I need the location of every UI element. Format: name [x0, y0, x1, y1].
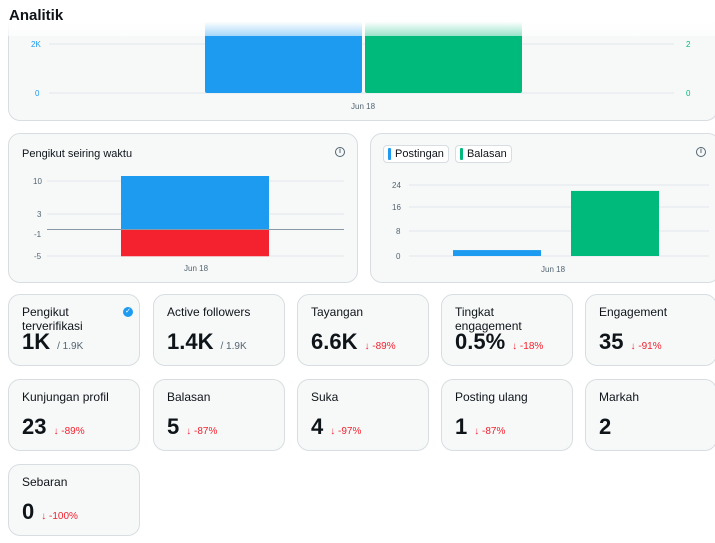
- y-tick: 16: [392, 203, 401, 212]
- stat-label: Engagement: [599, 305, 668, 319]
- stat-value: 35: [599, 329, 624, 354]
- stat-value-row: 0.5% ↓ -18%: [455, 329, 543, 355]
- stat-label: Balasan: [167, 390, 211, 404]
- stat-value-row: 4 ↓ -97%: [311, 414, 361, 440]
- stat-label: Pengikut terverifikasi: [22, 305, 83, 333]
- stat-label: Sebaran: [22, 475, 68, 489]
- stat-change: ↓ -91%: [630, 341, 662, 352]
- stat-value-row: 0 ↓ -100%: [22, 499, 78, 525]
- stat-card[interactable]: Tayangan 6.6K ↓ -89%: [297, 294, 429, 366]
- stat-change: ↓ -100%: [41, 511, 78, 522]
- legend-label: Postingan: [395, 148, 444, 160]
- legend-postingan[interactable]: Postingan: [383, 145, 449, 163]
- posts-replies-chart-card: Postingan Balasan i 24 16 8 0 Jun 18: [370, 133, 715, 283]
- x-tick: Jun 18: [351, 102, 376, 111]
- y-tick-left: 2K: [31, 40, 41, 49]
- chart-legend: Postingan Balasan: [383, 145, 512, 163]
- stat-value: 1.4K: [167, 329, 214, 354]
- stat-value: 1: [455, 414, 468, 439]
- stat-value-row: 23 ↓ -89%: [22, 414, 85, 440]
- legend-swatch: [388, 148, 391, 160]
- impressions-chart-card: 2K 0 2 0 Jun 18: [8, 20, 715, 121]
- impressions-chart: 2K 0 2 0 Jun 18: [31, 20, 691, 111]
- legend-swatch: [459, 148, 463, 160]
- y-tick: 0: [396, 252, 401, 261]
- stat-card[interactable]: Engagement 35 ↓ -91%: [585, 294, 715, 366]
- stat-label: Kunjungan profil: [22, 390, 109, 404]
- stat-total: / 1.9K: [220, 341, 247, 352]
- y-tick: 3: [37, 210, 42, 219]
- y-tick: 10: [33, 177, 42, 186]
- stat-card[interactable]: Posting ulang 1 ↓ -87%: [441, 379, 573, 451]
- stat-card[interactable]: Sebaran 0 ↓ -100%: [8, 464, 140, 536]
- stat-change: ↓ -97%: [330, 426, 362, 437]
- bar-gained: [121, 176, 269, 230]
- bar-series-1: [205, 20, 362, 93]
- legend-label: Balasan: [466, 148, 507, 160]
- stat-value: 1K: [22, 329, 51, 354]
- posts-replies-chart: 24 16 8 0 Jun 18: [392, 181, 709, 274]
- stat-value-row: 35 ↓ -91%: [599, 329, 662, 355]
- y-tick-right: 0: [686, 89, 691, 98]
- page-title: Analitik: [9, 7, 64, 24]
- x-tick: Jun 18: [184, 264, 209, 273]
- followers-chart: 10 3 -1 -5 Jun 18: [33, 176, 344, 273]
- x-tick: Jun 18: [541, 265, 566, 274]
- stat-value-row: 2: [599, 414, 611, 440]
- stat-label: Active followers: [167, 305, 251, 319]
- stat-card[interactable]: Active followers 1.4K / 1.9K: [153, 294, 285, 366]
- verified-icon: ✓: [123, 307, 133, 317]
- bar-postingan: [453, 250, 541, 256]
- stat-change: ↓ -89%: [364, 341, 396, 352]
- stat-label: Markah: [599, 390, 640, 404]
- stat-label: Suka: [311, 390, 339, 404]
- stat-card[interactable]: Tingkat engagement 0.5% ↓ -18%: [441, 294, 573, 366]
- y-tick: -5: [34, 252, 42, 261]
- stat-change: ↓ -89%: [53, 426, 85, 437]
- stat-value: 23: [22, 414, 47, 439]
- chart-title: Pengikut seiring waktu: [22, 148, 133, 160]
- stat-value-row: 1.4K / 1.9K: [167, 329, 247, 355]
- y-tick-right: 2: [686, 40, 691, 49]
- stat-change: ↓ -87%: [474, 426, 506, 437]
- stat-label: Tingkat engagement: [455, 305, 522, 333]
- stat-card[interactable]: Kunjungan profil 23 ↓ -89%: [8, 379, 140, 451]
- stat-value: 6.6K: [311, 329, 358, 354]
- stat-change: ↓ -87%: [186, 426, 218, 437]
- stat-value-row: 6.6K ↓ -89%: [311, 329, 396, 355]
- stat-total: / 1.9K: [57, 341, 84, 352]
- legend-balasan[interactable]: Balasan: [454, 145, 512, 163]
- bar-lost: [121, 229, 269, 257]
- bar-balasan: [571, 190, 659, 256]
- bar-series-2: [365, 20, 522, 93]
- stat-label: Posting ulang: [455, 390, 528, 404]
- followers-chart-card: Pengikut seiring waktu i 10 3 -1 -5 Jun …: [8, 133, 358, 283]
- stat-change: ↓ -18%: [512, 341, 544, 352]
- y-tick: 8: [396, 227, 401, 236]
- stat-value-row: 5 ↓ -87%: [167, 414, 217, 440]
- stat-card[interactable]: Pengikut terverifikasi ✓ 1K / 1.9K: [8, 294, 140, 366]
- stat-card[interactable]: Balasan 5 ↓ -87%: [153, 379, 285, 451]
- y-tick: -1: [34, 230, 42, 239]
- stat-value: 4: [311, 414, 324, 439]
- stat-value: 5: [167, 414, 180, 439]
- stat-value: 2: [599, 414, 612, 439]
- info-icon[interactable]: i: [335, 147, 345, 157]
- stat-value-row: 1 ↓ -87%: [455, 414, 505, 440]
- info-icon[interactable]: i: [696, 147, 706, 157]
- stat-value: 0.5%: [455, 329, 506, 354]
- stat-card[interactable]: Markah 2: [585, 379, 715, 451]
- stat-card[interactable]: Suka 4 ↓ -97%: [297, 379, 429, 451]
- y-tick-left: 0: [35, 89, 40, 98]
- y-tick: 24: [392, 181, 401, 190]
- stat-value-row: 1K / 1.9K: [22, 329, 83, 355]
- stat-label: Tayangan: [311, 305, 364, 319]
- stat-value: 0: [22, 499, 35, 524]
